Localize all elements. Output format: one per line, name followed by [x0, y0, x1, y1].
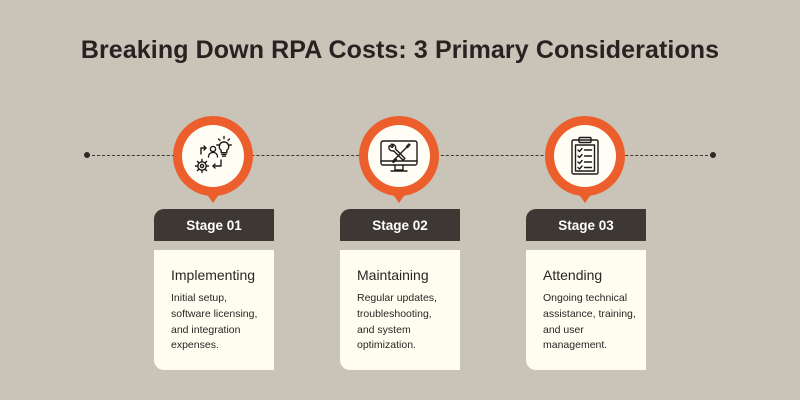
stage-2-card: Maintaining Regular updates, troubleshoo…	[340, 250, 460, 370]
stage-2-pin	[359, 116, 439, 203]
stage-3-pin	[545, 116, 625, 203]
stage-3-card: Attending Ongoing technical assistance, …	[526, 250, 646, 370]
timeline-start-dot	[84, 152, 90, 158]
clipboard-checklist-icon	[571, 136, 599, 175]
stage-1-heading: Implementing	[171, 267, 256, 283]
pin-pointer	[201, 186, 225, 203]
stage-2-label: Stage 02	[340, 209, 460, 241]
stage-1-label: Stage 01	[154, 209, 274, 241]
stage-3-label: Stage 03	[526, 209, 646, 241]
pin-pointer	[387, 186, 411, 203]
stage-3-heading: Attending	[543, 267, 603, 283]
stage-2-description: Regular updates, troubleshooting, and sy…	[357, 292, 437, 352]
timeline-end-dot	[710, 152, 716, 158]
stage-1-pin	[173, 116, 253, 203]
stage-1-card: Implementing Initial setup, software lic…	[154, 250, 274, 370]
maintenance-monitor-tools-icon	[380, 140, 418, 172]
stage-3-description: Ongoing technical assistance, training, …	[543, 292, 636, 352]
implementation-gear-bulb-icon	[194, 135, 232, 174]
pin-pointer	[573, 186, 597, 203]
stage-2-heading: Maintaining	[357, 267, 429, 283]
page-title: Breaking Down RPA Costs: 3 Primary Consi…	[80, 36, 720, 64]
stage-1-description: Initial setup, software licensing, and i…	[171, 292, 258, 352]
